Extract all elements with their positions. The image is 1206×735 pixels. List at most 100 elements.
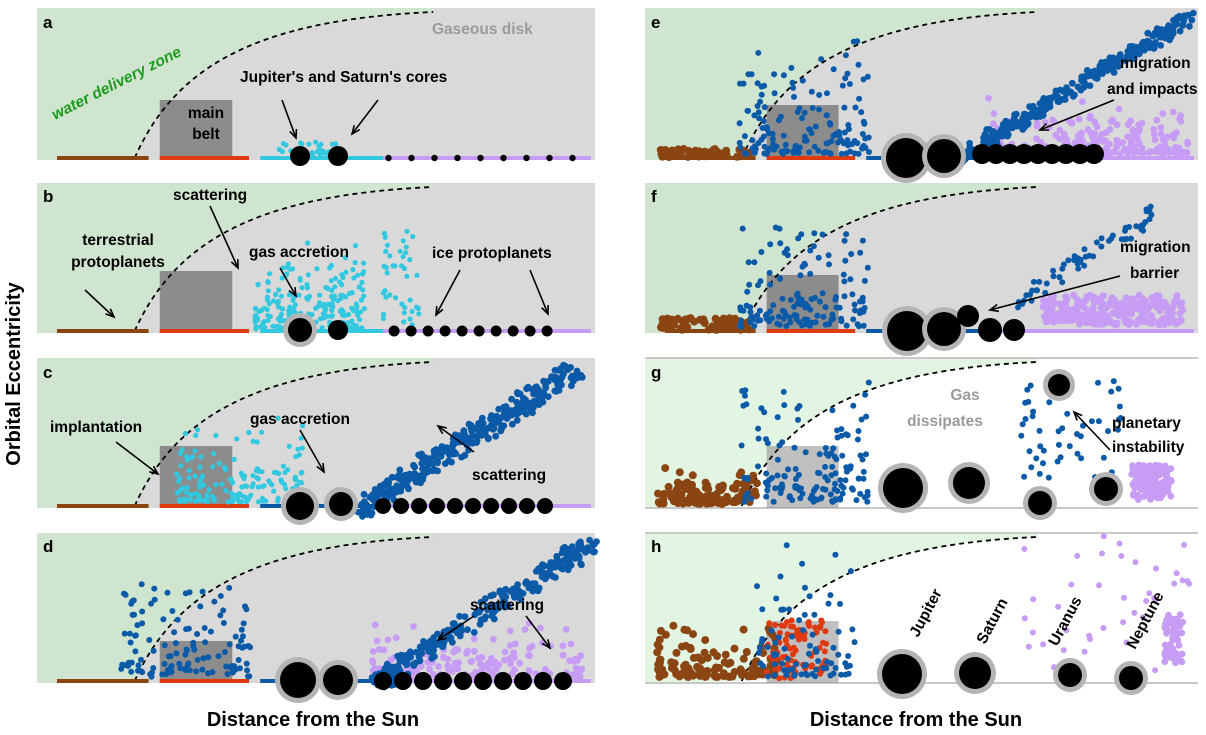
inner-e-point <box>759 125 766 131</box>
jupiter-g <box>883 468 923 508</box>
inner-h-point <box>845 653 852 659</box>
outer-e2-point <box>1095 66 1103 74</box>
scattered-b-point <box>328 278 334 284</box>
inner-g-point <box>837 496 844 503</box>
kuiper-h-point <box>1176 611 1184 619</box>
inner-e-point <box>801 133 808 140</box>
outer-f1-point <box>1179 306 1187 314</box>
scattered-d1-point <box>243 660 250 667</box>
inner-e-point <box>760 133 767 140</box>
scattered-b-point <box>271 298 277 304</box>
implanted-c-point <box>259 469 265 475</box>
inner-e-point <box>790 84 797 91</box>
outer-f1-point <box>1092 312 1100 320</box>
belt-h-point <box>817 670 823 677</box>
inner-e-point <box>851 150 858 157</box>
outer-f2-point <box>1050 267 1057 274</box>
ice-cores-a-point <box>523 154 530 162</box>
scattered-c-point <box>359 513 366 520</box>
inner-g-point <box>755 435 762 442</box>
scattered-d2-point <box>501 656 508 664</box>
outer-f1-point <box>1138 295 1147 303</box>
terrestrial-g-point <box>730 498 739 507</box>
core-debris-a-point <box>310 152 316 158</box>
outer-e2-point <box>1176 27 1184 35</box>
scattered-b-point <box>309 312 315 318</box>
terrestrial-h-point <box>656 655 665 664</box>
outer-g-point <box>1116 403 1123 410</box>
gas-dissipates-label-line1: Gas <box>950 387 979 404</box>
inner-g-point <box>814 496 821 503</box>
scattered-b-point <box>253 312 259 318</box>
scattered-d2-point <box>507 660 514 668</box>
outer-f1-point <box>1145 302 1153 310</box>
outer-e2-point <box>1038 112 1046 119</box>
scattered-b-point <box>329 301 335 307</box>
scattered-b-point <box>335 298 341 304</box>
belt-h-point <box>795 636 802 643</box>
inner-e-point <box>865 134 872 141</box>
scattered-b-point <box>270 323 276 329</box>
outer-e2-point <box>1061 96 1069 103</box>
outer-e1-point <box>1169 108 1177 116</box>
snow-line-curve <box>740 186 1038 332</box>
arrow-planetary-instability-shaft <box>1073 411 1111 451</box>
inner-h-point <box>815 658 822 664</box>
scattered-d1-point <box>207 628 214 635</box>
core-debris-a-point <box>333 141 339 147</box>
outer-e2-point <box>1157 42 1165 49</box>
ice-protoplanets-b-point <box>541 325 553 337</box>
implanted-c-point <box>230 480 236 486</box>
inner-g-point <box>853 497 860 504</box>
scattered-d2-point <box>559 651 567 659</box>
scattered-b2-point <box>409 308 415 315</box>
ice-protoplanets-b-point <box>490 325 502 337</box>
implanted-c-point <box>294 483 300 489</box>
inner-h-point <box>835 651 842 658</box>
scattered-d3-point <box>591 548 598 556</box>
inner-g-point <box>816 470 823 477</box>
snow-line-curve <box>740 11 1038 159</box>
inner-f-point <box>838 318 845 325</box>
inner-f-point <box>852 307 858 314</box>
implanted-c-point <box>250 473 256 479</box>
inner-f-point <box>738 317 745 324</box>
scattered-d1-point <box>217 593 224 599</box>
inner-e-point <box>761 104 768 111</box>
terrestrial-h-point <box>703 653 712 662</box>
scattered-b-point <box>284 271 290 277</box>
implanted-c-point <box>250 481 256 487</box>
inner-h-point <box>789 666 796 673</box>
inner-e-point <box>836 132 843 139</box>
inner-g-point <box>855 475 862 482</box>
outer-h-point <box>1081 648 1088 655</box>
terrestrial-g-point <box>702 492 710 501</box>
core-debris-a-point <box>279 148 285 155</box>
terrestrial-f-point <box>711 323 720 332</box>
scattered-d3-point <box>584 544 592 552</box>
inner-e-point <box>771 71 778 78</box>
outer-f1-point <box>1058 300 1066 308</box>
inner-h-point <box>801 611 808 618</box>
inner-f-point <box>739 225 746 232</box>
outer-f2-point <box>1030 278 1037 285</box>
scattered-c-point <box>514 403 522 411</box>
scattered-d3-point <box>578 561 585 569</box>
inner-f-point <box>857 249 864 256</box>
outer-e1-point <box>1145 148 1153 156</box>
terrestrial-e-point <box>674 146 683 155</box>
scattered-d1-point <box>226 584 233 591</box>
outer-e1-point <box>1105 148 1113 156</box>
kuiper-g-point <box>1158 479 1166 486</box>
scattered-d1-point <box>238 626 245 633</box>
scattered-c-point <box>527 406 535 414</box>
scattered-d3-point <box>514 581 521 588</box>
kuiper-h-point <box>1178 658 1186 666</box>
terrestrial-h-point <box>654 665 663 674</box>
merging-cores-e-point <box>1014 144 1034 164</box>
core-debris-a-point <box>283 142 289 148</box>
outer-e2-point <box>1046 101 1054 108</box>
ice-protoplanets-c-point <box>519 498 535 514</box>
outer-e1-point <box>1184 140 1192 148</box>
arrow-implantation <box>115 441 160 476</box>
